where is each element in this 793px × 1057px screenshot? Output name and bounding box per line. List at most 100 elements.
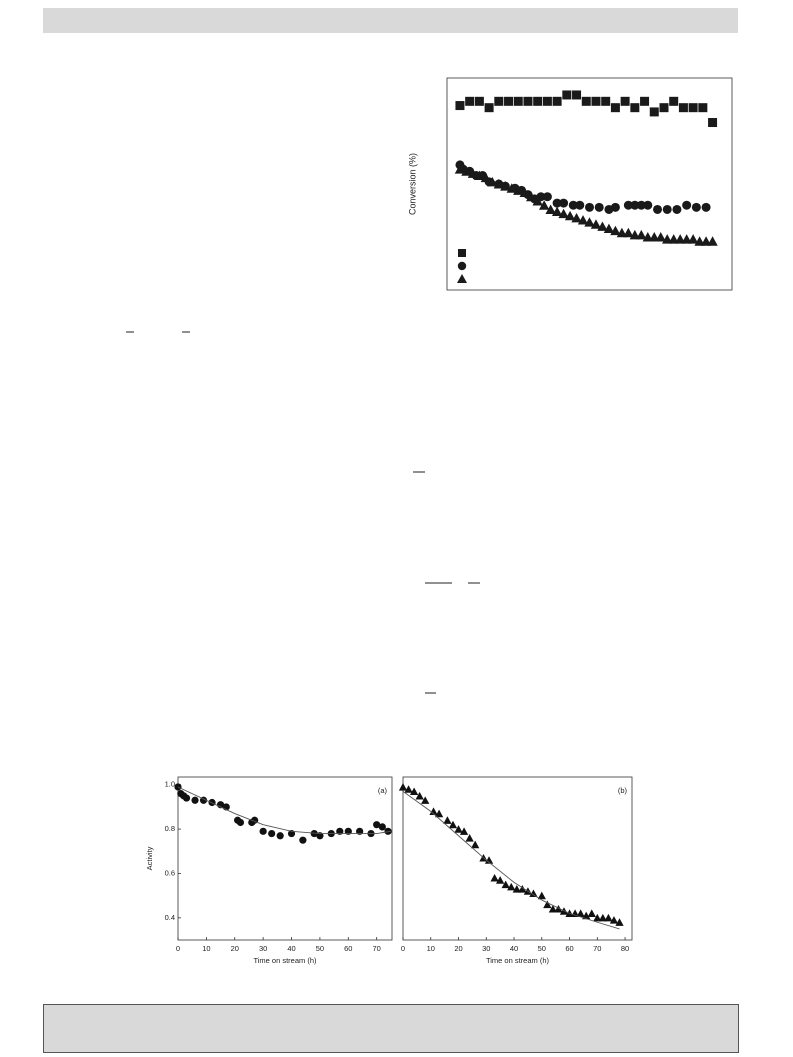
data-point bbox=[708, 118, 718, 128]
x-tick-label: 50 bbox=[538, 944, 546, 953]
data-point bbox=[415, 791, 424, 800]
data-point bbox=[630, 200, 640, 210]
data-point bbox=[700, 236, 712, 246]
data-point bbox=[649, 107, 659, 117]
data-point bbox=[570, 909, 580, 917]
data-point bbox=[513, 96, 523, 106]
data-point bbox=[682, 200, 692, 210]
data-point bbox=[585, 202, 594, 212]
data-point bbox=[465, 834, 474, 842]
data-point bbox=[668, 234, 679, 244]
data-point bbox=[512, 885, 521, 893]
data-point bbox=[454, 825, 463, 833]
data-point bbox=[662, 204, 672, 214]
data-point bbox=[496, 876, 505, 884]
data-point bbox=[659, 103, 669, 113]
y-axis-label: Conversion (%) bbox=[407, 153, 417, 215]
data-point bbox=[678, 103, 688, 113]
data-point bbox=[610, 225, 621, 236]
data-point bbox=[687, 234, 699, 244]
data-point bbox=[591, 96, 601, 106]
data-point bbox=[236, 818, 245, 827]
data-point bbox=[558, 208, 569, 219]
legend-marker bbox=[458, 249, 466, 257]
x-tick-label: 0 bbox=[401, 944, 405, 953]
data-point bbox=[584, 217, 595, 227]
data-point bbox=[568, 200, 578, 210]
data-point bbox=[694, 236, 705, 246]
data-point bbox=[643, 200, 653, 210]
fit-line bbox=[402, 791, 620, 930]
x-tick-label: 80 bbox=[621, 944, 629, 953]
data-point bbox=[640, 96, 650, 106]
data-point bbox=[604, 913, 613, 922]
data-point bbox=[662, 234, 673, 244]
data-point bbox=[636, 200, 646, 210]
x-tick-label: 60 bbox=[344, 944, 352, 953]
data-point bbox=[519, 187, 530, 197]
data-point bbox=[615, 918, 624, 926]
y-axis-label: Activity bbox=[145, 846, 154, 870]
data-point bbox=[501, 880, 510, 889]
data-point bbox=[461, 166, 472, 176]
data-point bbox=[507, 882, 516, 891]
data-point bbox=[630, 103, 640, 113]
data-point bbox=[421, 796, 430, 804]
data-point bbox=[681, 234, 692, 244]
data-point bbox=[642, 232, 653, 242]
data-point bbox=[603, 223, 615, 234]
data-point bbox=[601, 96, 611, 106]
data-point bbox=[609, 916, 619, 924]
data-point bbox=[593, 913, 602, 922]
data-point bbox=[655, 232, 666, 242]
data-point bbox=[598, 913, 607, 922]
data-point bbox=[542, 192, 552, 202]
data-point bbox=[268, 829, 276, 838]
fit-line bbox=[177, 786, 391, 835]
data-point bbox=[543, 900, 552, 909]
data-point bbox=[575, 200, 585, 210]
data-point bbox=[537, 891, 546, 900]
data-point bbox=[554, 904, 563, 913]
data-point bbox=[653, 204, 663, 214]
data-point bbox=[480, 172, 492, 183]
data-point bbox=[429, 807, 438, 815]
data-point bbox=[471, 840, 480, 849]
data-point bbox=[581, 96, 591, 106]
x-tick-label: 70 bbox=[373, 944, 381, 953]
data-point bbox=[610, 202, 620, 212]
y-tick-label: 0.6 bbox=[165, 868, 175, 877]
data-point bbox=[409, 787, 419, 796]
data-point bbox=[523, 96, 533, 106]
legend-marker bbox=[457, 261, 467, 271]
x-axis-label: Time on stream (h) bbox=[253, 956, 317, 965]
x-tick-label: 30 bbox=[259, 944, 267, 953]
x-tick-label: 10 bbox=[427, 944, 435, 953]
data-point bbox=[526, 191, 537, 202]
y-tick-label: 0.8 bbox=[165, 824, 175, 833]
data-point bbox=[490, 873, 499, 882]
data-point bbox=[649, 232, 660, 242]
data-point bbox=[576, 909, 585, 917]
data-point bbox=[474, 96, 484, 106]
data-point bbox=[506, 183, 517, 193]
data-point bbox=[552, 96, 562, 106]
data-point bbox=[552, 198, 562, 208]
footer-box bbox=[43, 1004, 739, 1053]
data-point bbox=[533, 96, 543, 106]
data-point bbox=[448, 820, 458, 829]
x-tick-label: 50 bbox=[316, 944, 324, 953]
data-point bbox=[467, 168, 479, 178]
data-point bbox=[455, 101, 465, 111]
data-point bbox=[494, 96, 504, 106]
data-point bbox=[562, 90, 572, 100]
data-point bbox=[404, 785, 413, 793]
data-point bbox=[672, 204, 682, 214]
data-point bbox=[707, 236, 718, 246]
x-tick-label: 30 bbox=[482, 944, 490, 953]
panel-label: (a) bbox=[378, 786, 388, 795]
data-point bbox=[378, 823, 386, 831]
x-axis-label: Time on stream (h) bbox=[486, 956, 550, 965]
x-tick-label: 20 bbox=[231, 944, 239, 953]
